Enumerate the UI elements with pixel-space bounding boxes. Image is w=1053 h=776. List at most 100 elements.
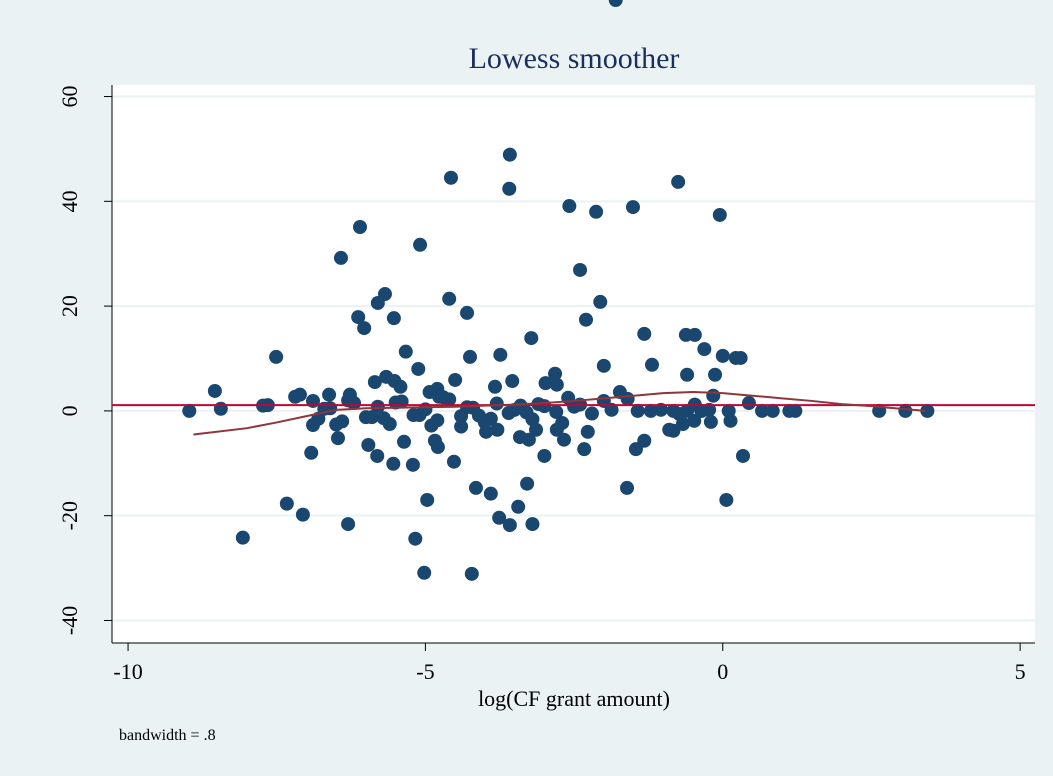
point <box>330 431 345 446</box>
point <box>304 445 319 460</box>
point <box>721 403 736 418</box>
point <box>703 414 718 429</box>
point <box>213 401 228 416</box>
point <box>706 388 721 403</box>
point <box>443 170 458 185</box>
point <box>548 366 563 381</box>
point <box>580 424 595 439</box>
point <box>556 432 571 447</box>
point <box>719 492 734 507</box>
point <box>643 403 658 418</box>
point <box>625 200 640 215</box>
point <box>405 457 420 472</box>
point <box>608 0 623 7</box>
point <box>398 344 413 359</box>
point <box>442 291 457 306</box>
point <box>352 219 367 234</box>
point <box>538 376 553 391</box>
point <box>562 199 577 214</box>
x-axis-label: log(CF grant amount) <box>478 686 670 711</box>
point <box>235 530 250 545</box>
point <box>637 433 652 448</box>
point <box>420 492 435 507</box>
point <box>620 391 635 406</box>
point <box>341 393 356 408</box>
point <box>207 383 222 398</box>
point <box>370 399 385 414</box>
point <box>525 517 540 532</box>
point <box>735 448 750 463</box>
point <box>589 204 604 219</box>
point <box>292 387 307 402</box>
point <box>578 312 593 327</box>
point <box>505 374 520 389</box>
point <box>687 327 702 342</box>
y-tick-label: -40 <box>57 606 82 635</box>
point <box>364 410 379 425</box>
point <box>680 367 695 382</box>
point <box>487 379 502 394</box>
point <box>448 372 463 387</box>
point <box>765 403 780 418</box>
point <box>637 326 652 341</box>
point <box>653 402 668 417</box>
point <box>920 403 935 418</box>
point <box>671 174 686 189</box>
point <box>182 403 197 418</box>
point <box>386 311 401 326</box>
point <box>584 406 599 421</box>
point <box>454 419 469 434</box>
point <box>397 434 412 449</box>
point <box>596 358 611 373</box>
point <box>269 349 284 364</box>
lowess-curve <box>193 391 926 436</box>
point <box>468 480 483 495</box>
point <box>708 367 723 382</box>
y-tick-label: 60 <box>57 86 82 108</box>
point <box>411 361 426 376</box>
point <box>436 390 451 405</box>
point <box>519 405 534 420</box>
point <box>694 403 709 418</box>
point <box>537 448 552 463</box>
point <box>424 418 439 433</box>
point <box>577 442 592 457</box>
point <box>492 510 507 525</box>
point <box>645 357 660 372</box>
point <box>573 262 588 277</box>
point <box>715 348 730 363</box>
point <box>430 440 445 455</box>
point <box>687 413 702 428</box>
point <box>370 448 385 463</box>
x-tick-label: -5 <box>416 659 434 684</box>
point <box>413 237 428 252</box>
point <box>464 566 479 581</box>
point <box>446 454 461 469</box>
point <box>489 396 504 411</box>
x-tick-label: 5 <box>1015 659 1026 684</box>
note: bandwidth = .8 <box>119 727 216 744</box>
point <box>712 207 727 222</box>
point <box>460 305 475 320</box>
x-tick-label: 0 <box>717 659 728 684</box>
point <box>333 250 348 265</box>
point <box>322 387 337 402</box>
point <box>367 375 382 390</box>
point <box>555 415 570 430</box>
point <box>351 310 366 325</box>
point <box>386 456 401 471</box>
point <box>788 403 803 418</box>
point <box>593 294 608 309</box>
point <box>675 416 690 431</box>
point <box>483 486 498 501</box>
point <box>630 403 645 418</box>
y-tick-label: 0 <box>57 405 82 416</box>
point <box>412 408 427 423</box>
point <box>549 377 564 392</box>
point <box>377 287 392 302</box>
point <box>507 402 522 417</box>
point <box>741 396 756 411</box>
point <box>376 411 391 426</box>
point <box>502 181 517 196</box>
